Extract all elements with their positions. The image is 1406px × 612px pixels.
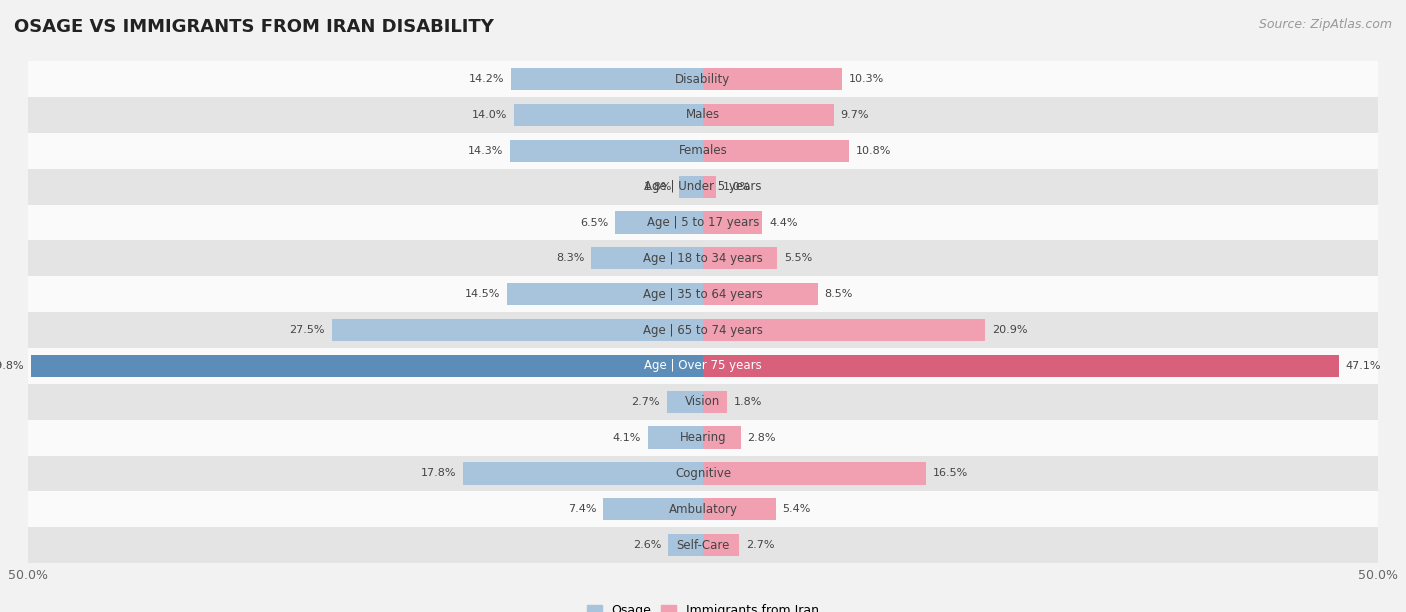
Text: 14.5%: 14.5% [465, 289, 501, 299]
Text: Hearing: Hearing [679, 431, 727, 444]
Text: 6.5%: 6.5% [581, 217, 609, 228]
Text: Ambulatory: Ambulatory [668, 503, 738, 516]
Bar [668, 534, 703, 556]
Text: OSAGE VS IMMIGRANTS FROM IRAN DISABILITY: OSAGE VS IMMIGRANTS FROM IRAN DISABILITY [14, 18, 494, 36]
Text: 14.0%: 14.0% [472, 110, 508, 120]
Bar [703, 247, 778, 269]
Bar [463, 462, 703, 485]
Text: 10.3%: 10.3% [849, 74, 884, 84]
Bar [508, 283, 703, 305]
Text: 17.8%: 17.8% [420, 468, 456, 479]
Text: 49.8%: 49.8% [0, 361, 24, 371]
Text: 5.5%: 5.5% [785, 253, 813, 263]
Bar [512, 68, 703, 90]
Bar [28, 169, 1378, 204]
Bar [28, 241, 1378, 276]
Text: 8.5%: 8.5% [824, 289, 853, 299]
Text: Age | 65 to 74 years: Age | 65 to 74 years [643, 324, 763, 337]
Bar [703, 534, 740, 556]
Bar [28, 204, 1378, 241]
Bar [679, 176, 703, 198]
Text: Males: Males [686, 108, 720, 121]
Bar [703, 104, 834, 126]
Bar [28, 348, 1378, 384]
Text: 1.8%: 1.8% [734, 397, 762, 407]
Text: Age | 35 to 64 years: Age | 35 to 64 years [643, 288, 763, 300]
Text: Females: Females [679, 144, 727, 157]
Bar [703, 462, 925, 485]
Bar [28, 133, 1378, 169]
Bar [28, 61, 1378, 97]
Bar [703, 68, 842, 90]
Text: Age | Under 5 years: Age | Under 5 years [644, 180, 762, 193]
Bar [703, 498, 776, 520]
Bar [603, 498, 703, 520]
Text: 47.1%: 47.1% [1346, 361, 1381, 371]
Text: 5.4%: 5.4% [783, 504, 811, 514]
Bar [703, 319, 986, 341]
Bar [703, 283, 818, 305]
Text: 14.3%: 14.3% [468, 146, 503, 156]
Bar [28, 276, 1378, 312]
Bar [28, 384, 1378, 420]
Bar [28, 312, 1378, 348]
Text: Age | 5 to 17 years: Age | 5 to 17 years [647, 216, 759, 229]
Text: Self-Care: Self-Care [676, 539, 730, 551]
Text: 2.7%: 2.7% [747, 540, 775, 550]
Bar [703, 355, 1339, 377]
Text: 2.7%: 2.7% [631, 397, 659, 407]
Bar [703, 390, 727, 413]
Text: Vision: Vision [685, 395, 721, 408]
Bar [28, 455, 1378, 491]
Bar [703, 140, 849, 162]
Text: 9.7%: 9.7% [841, 110, 869, 120]
Text: 2.6%: 2.6% [633, 540, 661, 550]
Text: Age | Over 75 years: Age | Over 75 years [644, 359, 762, 372]
Text: 2.8%: 2.8% [748, 433, 776, 442]
Bar [28, 420, 1378, 455]
Text: 7.4%: 7.4% [568, 504, 596, 514]
Bar [703, 176, 717, 198]
Bar [28, 527, 1378, 563]
Bar [616, 211, 703, 234]
Bar [703, 427, 741, 449]
Text: 4.4%: 4.4% [769, 217, 797, 228]
Text: Cognitive: Cognitive [675, 467, 731, 480]
Bar [31, 355, 703, 377]
Text: Age | 18 to 34 years: Age | 18 to 34 years [643, 252, 763, 265]
Legend: Osage, Immigrants from Iran: Osage, Immigrants from Iran [582, 599, 824, 612]
Bar [648, 427, 703, 449]
Text: 10.8%: 10.8% [855, 146, 891, 156]
Text: 1.0%: 1.0% [723, 182, 751, 192]
Text: 20.9%: 20.9% [991, 325, 1028, 335]
Text: 14.2%: 14.2% [470, 74, 505, 84]
Text: 27.5%: 27.5% [290, 325, 325, 335]
Text: Disability: Disability [675, 73, 731, 86]
Bar [591, 247, 703, 269]
Text: 16.5%: 16.5% [932, 468, 967, 479]
Bar [703, 211, 762, 234]
Bar [332, 319, 703, 341]
Text: 8.3%: 8.3% [555, 253, 585, 263]
Text: 1.8%: 1.8% [644, 182, 672, 192]
Bar [515, 104, 703, 126]
Bar [510, 140, 703, 162]
Bar [28, 97, 1378, 133]
Bar [666, 390, 703, 413]
Bar [28, 491, 1378, 527]
Text: 4.1%: 4.1% [613, 433, 641, 442]
Text: Source: ZipAtlas.com: Source: ZipAtlas.com [1258, 18, 1392, 31]
